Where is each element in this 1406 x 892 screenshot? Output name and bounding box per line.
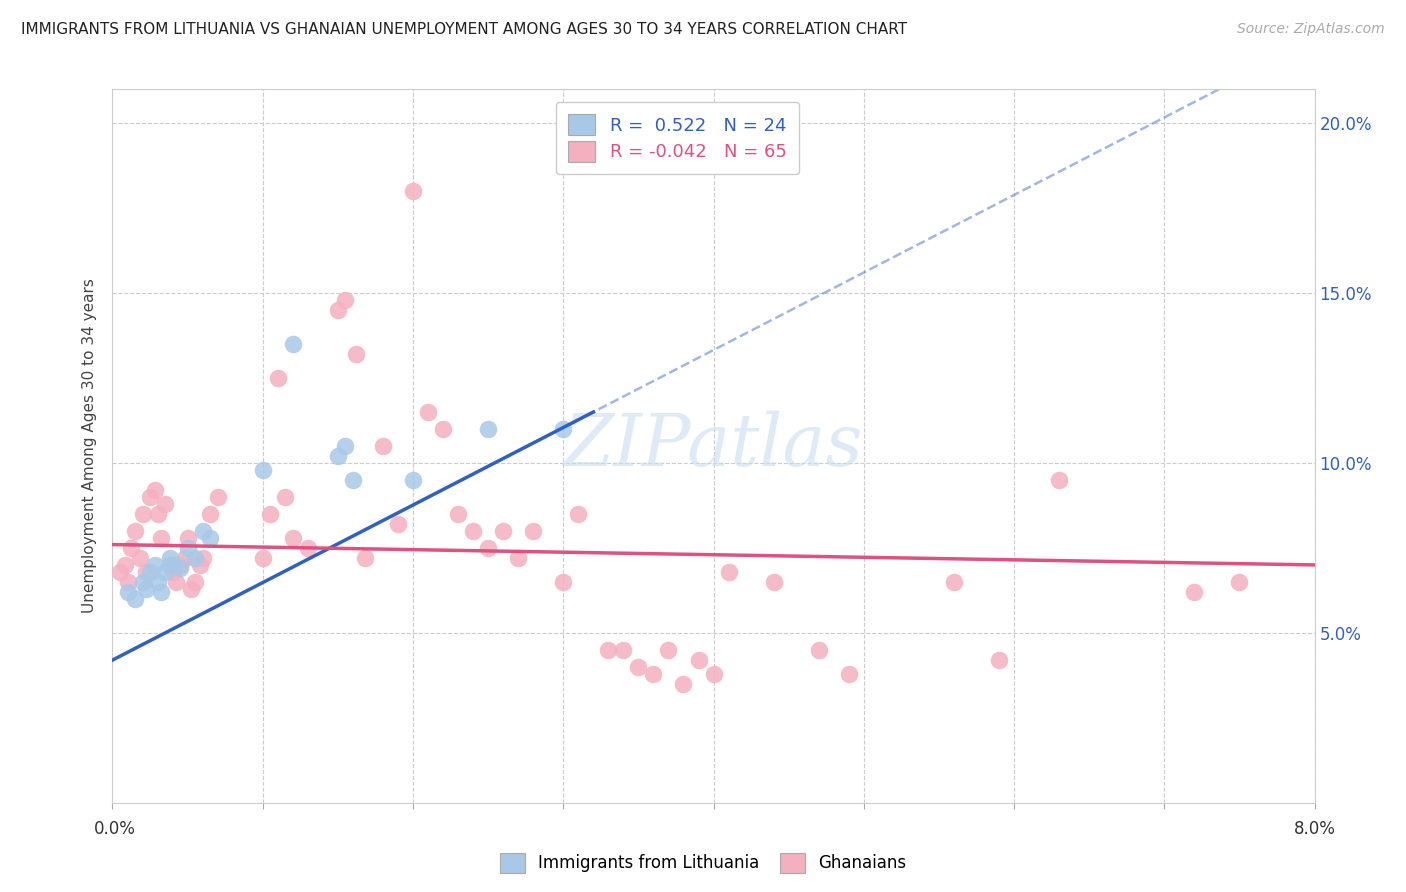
- Point: [169, 558, 191, 572]
- Point: [553, 574, 575, 589]
- Point: [508, 551, 530, 566]
- Point: [165, 574, 187, 589]
- Point: [326, 449, 349, 463]
- Point: [131, 507, 153, 521]
- Point: [184, 551, 207, 566]
- Point: [149, 531, 172, 545]
- Point: [139, 490, 162, 504]
- Point: [342, 473, 364, 487]
- Point: [447, 507, 470, 521]
- Legend: Immigrants from Lithuania, Ghanaians: Immigrants from Lithuania, Ghanaians: [494, 847, 912, 880]
- Point: [188, 558, 211, 572]
- Legend: R =  0.522   N = 24, R = -0.042   N = 65: R = 0.522 N = 24, R = -0.042 N = 65: [555, 102, 800, 174]
- Point: [252, 463, 274, 477]
- Point: [159, 558, 181, 572]
- Point: [553, 422, 575, 436]
- Point: [598, 643, 620, 657]
- Point: [477, 422, 499, 436]
- Y-axis label: Unemployment Among Ages 30 to 34 years: Unemployment Among Ages 30 to 34 years: [82, 278, 97, 614]
- Text: Source: ZipAtlas.com: Source: ZipAtlas.com: [1237, 22, 1385, 37]
- Point: [627, 660, 650, 674]
- Point: [672, 677, 695, 691]
- Point: [252, 551, 274, 566]
- Point: [162, 558, 184, 572]
- Point: [114, 558, 136, 572]
- Point: [522, 524, 544, 538]
- Text: ZIPatlas: ZIPatlas: [564, 410, 863, 482]
- Point: [335, 439, 357, 453]
- Point: [1229, 574, 1251, 589]
- Point: [612, 643, 634, 657]
- Point: [1047, 473, 1070, 487]
- Point: [198, 507, 221, 521]
- Point: [297, 541, 319, 555]
- Point: [717, 565, 740, 579]
- Point: [274, 490, 297, 504]
- Text: IMMIGRANTS FROM LITHUANIA VS GHANAIAN UNEMPLOYMENT AMONG AGES 30 TO 34 YEARS COR: IMMIGRANTS FROM LITHUANIA VS GHANAIAN UN…: [21, 22, 907, 37]
- Point: [117, 585, 139, 599]
- Point: [173, 551, 195, 566]
- Point: [335, 293, 357, 307]
- Point: [371, 439, 394, 453]
- Point: [184, 574, 207, 589]
- Point: [143, 483, 166, 498]
- Point: [207, 490, 229, 504]
- Text: 8.0%: 8.0%: [1294, 820, 1336, 838]
- Point: [643, 666, 665, 681]
- Point: [146, 574, 169, 589]
- Point: [461, 524, 484, 538]
- Point: [180, 582, 202, 596]
- Point: [108, 565, 131, 579]
- Point: [281, 531, 304, 545]
- Point: [402, 184, 425, 198]
- Point: [477, 541, 499, 555]
- Point: [688, 653, 710, 667]
- Point: [143, 558, 166, 572]
- Point: [702, 666, 725, 681]
- Point: [259, 507, 281, 521]
- Point: [1184, 585, 1206, 599]
- Point: [354, 551, 377, 566]
- Point: [117, 574, 139, 589]
- Point: [807, 643, 830, 657]
- Point: [432, 422, 454, 436]
- Point: [191, 551, 214, 566]
- Point: [567, 507, 589, 521]
- Point: [162, 565, 184, 579]
- Point: [131, 574, 153, 589]
- Point: [149, 585, 172, 599]
- Text: 0.0%: 0.0%: [94, 820, 136, 838]
- Point: [139, 565, 162, 579]
- Point: [942, 574, 965, 589]
- Point: [128, 551, 150, 566]
- Point: [657, 643, 679, 657]
- Point: [169, 561, 191, 575]
- Point: [988, 653, 1011, 667]
- Point: [402, 473, 425, 487]
- Point: [159, 551, 181, 566]
- Point: [191, 524, 214, 538]
- Point: [267, 371, 290, 385]
- Point: [326, 303, 349, 318]
- Point: [146, 507, 169, 521]
- Point: [762, 574, 785, 589]
- Point: [176, 541, 198, 555]
- Point: [124, 524, 146, 538]
- Point: [135, 565, 157, 579]
- Point: [153, 565, 176, 579]
- Point: [344, 347, 367, 361]
- Point: [838, 666, 860, 681]
- Point: [492, 524, 515, 538]
- Point: [120, 541, 142, 555]
- Point: [387, 517, 409, 532]
- Point: [153, 497, 176, 511]
- Point: [176, 531, 198, 545]
- Point: [135, 582, 157, 596]
- Point: [198, 531, 221, 545]
- Point: [416, 405, 439, 419]
- Point: [124, 591, 146, 606]
- Point: [281, 337, 304, 351]
